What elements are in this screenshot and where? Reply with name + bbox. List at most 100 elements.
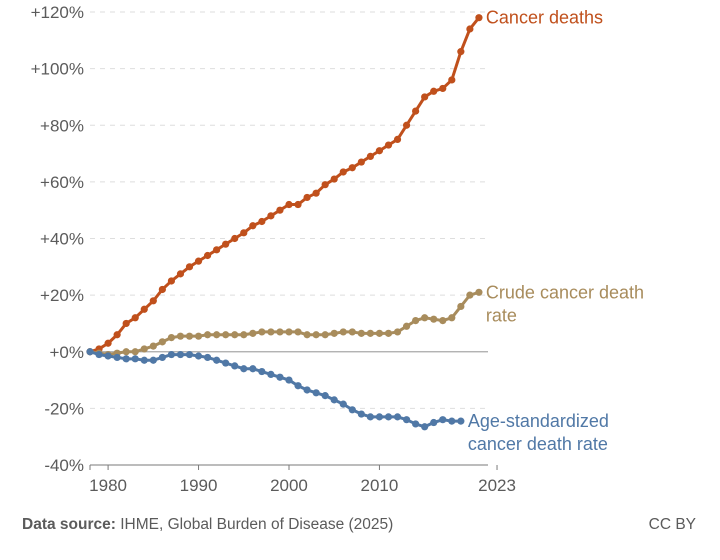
- series-cancer-deaths: [86, 14, 483, 356]
- series-line: [88, 290, 481, 357]
- data-point: [131, 348, 139, 356]
- data-point: [339, 400, 347, 408]
- y-tick-label: -40%: [44, 456, 84, 475]
- data-point: [303, 331, 311, 339]
- data-point: [466, 291, 474, 299]
- y-tick-label: +40%: [40, 230, 84, 249]
- series-label-line: rate: [486, 305, 517, 325]
- data-point: [439, 416, 447, 424]
- series-line: [88, 16, 481, 354]
- data-point: [357, 410, 365, 418]
- data-point: [339, 168, 347, 176]
- data-point: [267, 370, 275, 378]
- data-point: [149, 297, 157, 305]
- data-point: [285, 200, 293, 209]
- data-point: [466, 25, 474, 33]
- data-point: [231, 331, 239, 339]
- data-point: [375, 413, 384, 421]
- data-point: [366, 152, 374, 160]
- data-point: [321, 331, 329, 339]
- y-tick-label: +100%: [31, 60, 84, 79]
- data-point: [448, 417, 456, 425]
- data-point: [339, 328, 347, 336]
- data-point: [158, 353, 166, 362]
- x-tick-label: 2000: [270, 476, 308, 495]
- data-point: [285, 376, 293, 384]
- data-point: [430, 418, 438, 427]
- data-point: [122, 355, 130, 363]
- data-point: [421, 423, 429, 431]
- data-point: [213, 331, 221, 339]
- x-tick-label: 1990: [180, 476, 218, 495]
- data-point: [448, 76, 456, 84]
- data-point: [357, 158, 365, 166]
- data-point: [366, 413, 374, 421]
- data-point: [249, 329, 257, 337]
- data-point: [222, 240, 230, 248]
- data-point: [384, 329, 393, 337]
- data-point: [294, 200, 302, 209]
- gridlines: [90, 11, 488, 466]
- series-labels: Cancer deaths Crude cancer death rate Age-s…: [468, 8, 644, 454]
- data-point: [312, 189, 320, 197]
- data-point: [276, 328, 284, 336]
- data-point: [203, 331, 212, 339]
- data-source-note: Data source: IHME, Global Burden of Dise…: [22, 516, 393, 534]
- data-point: [312, 331, 320, 339]
- data-point: [393, 413, 402, 421]
- data-point: [203, 353, 212, 362]
- data-point: [140, 305, 148, 313]
- data-source-text: IHME, Global Burden of Disease (2025): [115, 516, 394, 533]
- data-point: [176, 332, 185, 340]
- data-point: [393, 328, 402, 336]
- data-point: [176, 270, 185, 278]
- data-source-label: Data source:: [22, 516, 116, 533]
- data-point: [430, 315, 438, 323]
- data-point: [312, 389, 320, 397]
- data-point: [439, 84, 447, 93]
- data-point: [86, 348, 94, 356]
- data-point: [402, 416, 411, 424]
- data-point: [131, 355, 139, 363]
- data-point: [158, 285, 166, 294]
- data-point: [240, 229, 248, 237]
- axes: -40% -20% +0% +20% +40% +60% +80% +100% +120% 198…: [31, 3, 516, 495]
- data-point: [357, 329, 365, 337]
- data-point: [430, 87, 438, 95]
- data-point: [267, 328, 275, 336]
- data-point: [421, 314, 429, 322]
- x-tick-label: 2023: [478, 476, 516, 495]
- data-point: [149, 356, 157, 364]
- series-label-line: Cancer deaths: [486, 8, 603, 28]
- data-point: [176, 350, 185, 359]
- data-point: [457, 48, 465, 56]
- data-point: [95, 350, 103, 359]
- data-point: [222, 359, 230, 367]
- data-point: [294, 328, 302, 336]
- data-point: [249, 365, 257, 373]
- data-point: [276, 373, 284, 381]
- data-point: [384, 413, 393, 421]
- y-tick-label: +120%: [31, 3, 84, 22]
- data-point: [412, 107, 420, 115]
- data-point: [348, 406, 356, 414]
- data-point: [140, 356, 148, 364]
- data-point: [457, 302, 465, 311]
- y-tick-label: +80%: [40, 116, 84, 135]
- data-point: [348, 328, 356, 336]
- data-point: [240, 331, 248, 339]
- data-point: [412, 317, 420, 325]
- data-point: [167, 333, 176, 342]
- data-point: [384, 141, 393, 149]
- data-point: [194, 332, 203, 340]
- data-point: [185, 332, 194, 340]
- data-point: [258, 367, 266, 376]
- data-point: [448, 314, 456, 322]
- data-point: [475, 288, 483, 296]
- data-point: [330, 329, 338, 337]
- data-point: [213, 356, 221, 364]
- data-point: [149, 342, 157, 350]
- y-tick-label: -20%: [44, 399, 84, 418]
- data-point: [366, 329, 374, 337]
- data-point: [222, 331, 230, 339]
